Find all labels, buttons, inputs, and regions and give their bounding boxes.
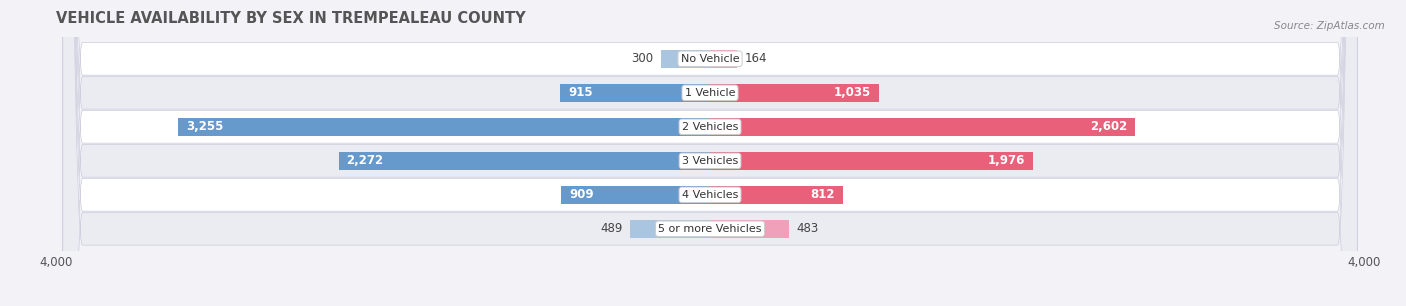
Bar <box>561 84 710 102</box>
FancyBboxPatch shape <box>63 0 1357 306</box>
Text: 2,272: 2,272 <box>346 154 384 167</box>
Bar <box>661 50 710 68</box>
Text: VEHICLE AVAILABILITY BY SEX IN TREMPEALEAU COUNTY: VEHICLE AVAILABILITY BY SEX IN TREMPEALE… <box>56 11 526 26</box>
Text: 1,035: 1,035 <box>834 86 872 99</box>
Bar <box>561 186 710 204</box>
Text: 5 or more Vehicles: 5 or more Vehicles <box>658 224 762 234</box>
Bar <box>339 152 710 170</box>
Text: No Vehicle: No Vehicle <box>681 54 740 64</box>
Text: 300: 300 <box>631 52 654 65</box>
Text: 483: 483 <box>797 222 820 235</box>
FancyBboxPatch shape <box>63 0 1357 306</box>
Bar <box>710 152 1033 170</box>
Bar <box>710 50 737 68</box>
FancyBboxPatch shape <box>63 0 1357 306</box>
Bar <box>630 220 710 238</box>
Text: Source: ZipAtlas.com: Source: ZipAtlas.com <box>1274 21 1385 32</box>
Text: 3,255: 3,255 <box>186 120 224 133</box>
Text: 1 Vehicle: 1 Vehicle <box>685 88 735 98</box>
Text: 3 Vehicles: 3 Vehicles <box>682 156 738 166</box>
Text: 4 Vehicles: 4 Vehicles <box>682 190 738 200</box>
Text: 164: 164 <box>745 52 768 65</box>
Bar <box>710 84 879 102</box>
Bar <box>179 118 710 136</box>
Text: 1,976: 1,976 <box>988 154 1025 167</box>
FancyBboxPatch shape <box>63 0 1357 306</box>
Bar <box>710 186 842 204</box>
Bar <box>710 118 1135 136</box>
Text: 2,602: 2,602 <box>1090 120 1128 133</box>
FancyBboxPatch shape <box>63 0 1357 306</box>
Text: 909: 909 <box>569 188 593 201</box>
Text: 2 Vehicles: 2 Vehicles <box>682 122 738 132</box>
Text: 812: 812 <box>810 188 835 201</box>
Bar <box>710 220 789 238</box>
FancyBboxPatch shape <box>63 0 1357 306</box>
Text: 915: 915 <box>568 86 593 99</box>
Text: 489: 489 <box>600 222 623 235</box>
